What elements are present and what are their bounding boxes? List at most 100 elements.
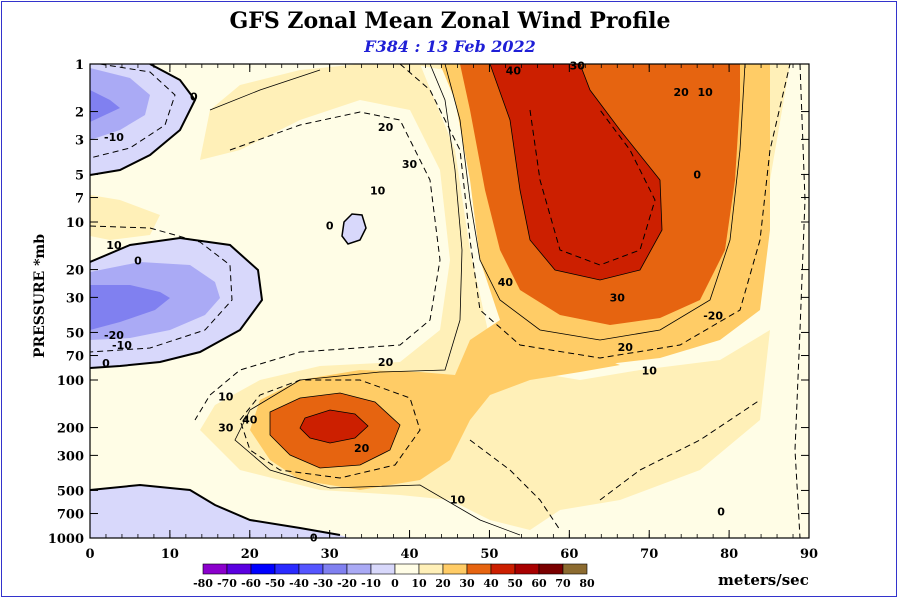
colorbar-swatch bbox=[514, 563, 540, 575]
contour-label: 30 bbox=[610, 291, 626, 304]
contour-label: 20 bbox=[618, 341, 634, 354]
colorbar-swatch bbox=[466, 563, 492, 575]
colorbar-swatch bbox=[346, 563, 372, 575]
band-neg-0-10-c bbox=[90, 485, 350, 538]
band-10-20-west bbox=[90, 195, 160, 240]
colorbar-swatch bbox=[370, 563, 396, 575]
y-tick-label: 1 bbox=[75, 58, 84, 73]
contour-line-0-b bbox=[90, 236, 264, 369]
contour-label: 0 bbox=[326, 219, 334, 232]
x-tick-label: 70 bbox=[640, 547, 658, 562]
contour-label: 10 bbox=[642, 364, 658, 377]
contour-line-dash-f bbox=[194, 111, 441, 421]
colorbar-swatch bbox=[418, 563, 444, 575]
x-tick-label: 30 bbox=[321, 547, 339, 562]
x-tick-label: 10 bbox=[161, 547, 179, 562]
band-40-50 bbox=[300, 64, 662, 443]
colorbar-swatch bbox=[274, 563, 300, 575]
y-tick-label: 700 bbox=[57, 508, 84, 523]
contour-label: 30 bbox=[570, 59, 586, 72]
band-neg-0-10-d bbox=[342, 214, 366, 244]
contour-label: 40 bbox=[506, 65, 522, 78]
contour-label: 10 bbox=[697, 86, 713, 99]
contour-label: 20 bbox=[354, 442, 370, 455]
y-tick-label: 5 bbox=[75, 168, 84, 183]
band-neg-20-30-b bbox=[90, 285, 170, 330]
contour-label: 0 bbox=[717, 506, 725, 519]
colorbar-label: -20 bbox=[337, 577, 357, 590]
y-tick-label: 300 bbox=[57, 449, 84, 464]
colorbar-label: 0 bbox=[391, 577, 399, 590]
contour-line-thin-b bbox=[489, 64, 663, 281]
band-neg-20-30-a bbox=[90, 90, 120, 122]
contour-label: 0 bbox=[310, 531, 318, 544]
contour-line-dash-e bbox=[239, 379, 421, 479]
colorbar: -80 -70 -60 -50 -40 -30 -20 -10 0 10 20 30 40 50 60 70 8… bbox=[193, 563, 595, 590]
contour-label: 40 bbox=[498, 276, 514, 289]
colorbar-label: 50 bbox=[507, 577, 523, 590]
contour-label: 0 bbox=[134, 254, 142, 267]
contour-label: -10 bbox=[104, 131, 124, 144]
colorbar-label: -40 bbox=[289, 577, 309, 590]
colorbar-swatch bbox=[202, 563, 228, 575]
x-axis: 0 10 20 30 40 50 60 70 80 90 bbox=[85, 64, 818, 562]
colorbar-swatch bbox=[322, 563, 348, 575]
x-tick-label: 50 bbox=[480, 547, 498, 562]
contour-label: 40 bbox=[242, 414, 258, 427]
colorbar-swatch bbox=[538, 563, 564, 575]
colorbar-label: -30 bbox=[313, 577, 333, 590]
contour-label: 0 bbox=[102, 357, 110, 370]
y-tick-label: 100 bbox=[57, 374, 84, 389]
contour-line-dash-c bbox=[399, 64, 791, 359]
contour-label: 0 bbox=[693, 168, 701, 181]
colorbar-label: -50 bbox=[265, 577, 285, 590]
contour-line-0-a bbox=[90, 64, 197, 176]
plot-border bbox=[89, 63, 810, 539]
colorbar-label: 10 bbox=[411, 577, 427, 590]
contour-line-0-c bbox=[90, 483, 341, 536]
y-tick-label: 1000 bbox=[48, 532, 84, 547]
contour-line-thin-c bbox=[269, 392, 401, 469]
contour-label: 10 bbox=[218, 390, 234, 403]
contour-label: 10 bbox=[450, 493, 466, 506]
colorbar-swatch bbox=[442, 563, 468, 575]
colorbar-units: meters/sec bbox=[718, 571, 809, 589]
contour-label: 10 bbox=[370, 184, 386, 197]
y-tick-label: 7 bbox=[75, 192, 84, 207]
colorbar-swatch bbox=[298, 563, 324, 575]
contour-label: -20 bbox=[703, 309, 723, 322]
contour-label: -10 bbox=[112, 339, 132, 352]
y-tick-label: 70 bbox=[66, 350, 84, 365]
colorbar-label: -80 bbox=[193, 577, 213, 590]
colorbar-swatch bbox=[490, 563, 516, 575]
colorbar-label: 80 bbox=[579, 577, 595, 590]
contour-line-dash-a bbox=[90, 64, 176, 159]
y-tick-label: 500 bbox=[57, 484, 84, 499]
y-tick-label: 30 bbox=[66, 291, 84, 306]
x-tick-label: 80 bbox=[720, 547, 738, 562]
colorbar-label: 30 bbox=[459, 577, 475, 590]
contour-line-dash-d bbox=[529, 109, 656, 266]
x-tick-label: 40 bbox=[401, 547, 419, 562]
colorbar-swatch bbox=[250, 563, 276, 575]
y-tick-label: 200 bbox=[57, 422, 84, 437]
x-tick-label: 0 bbox=[85, 547, 94, 562]
colorbar-label: 60 bbox=[531, 577, 547, 590]
x-tick-label: 60 bbox=[560, 547, 578, 562]
y-tick-label: 10 bbox=[66, 216, 84, 231]
x-tick-label: 90 bbox=[800, 547, 818, 562]
contour-line-dash-b bbox=[90, 225, 233, 353]
contour-label: 0 bbox=[190, 90, 198, 103]
contour-line-dash-h bbox=[794, 64, 806, 538]
colorbar-label: -60 bbox=[241, 577, 261, 590]
contour-line-thin-e bbox=[209, 64, 521, 536]
y-tick-label: 20 bbox=[66, 264, 84, 279]
y-tick-label: 2 bbox=[75, 106, 84, 121]
contour-line-thin-a bbox=[444, 64, 746, 341]
colorbar-label: 40 bbox=[483, 577, 499, 590]
contour-line-0-d bbox=[341, 213, 367, 245]
contour-line-dash-g bbox=[469, 399, 761, 531]
